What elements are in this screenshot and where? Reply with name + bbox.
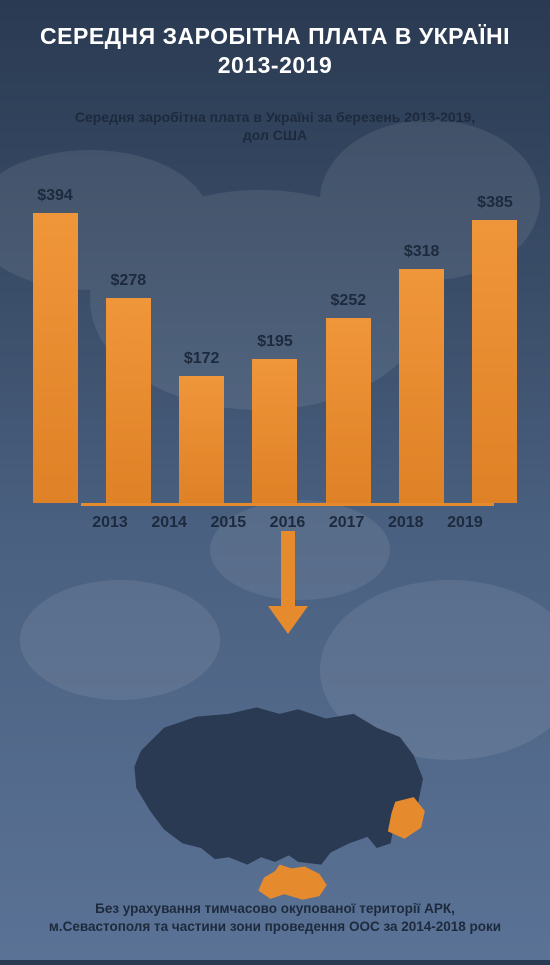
bar-column: $278 (103, 272, 153, 503)
bar-column: $195 (250, 333, 300, 503)
chart-subtitle: Середня заробітна плата в Україні за бер… (0, 108, 550, 146)
bar-rect (179, 376, 224, 503)
bar-value-label: $195 (257, 333, 293, 351)
bar-rect (33, 213, 78, 503)
bar-rect (106, 298, 151, 503)
bar-value-label: $172 (184, 350, 220, 368)
ukraine-map (90, 663, 460, 904)
bar-value-label: $318 (404, 243, 440, 261)
crimea-highlight (258, 865, 326, 900)
bar-column: $385 (470, 194, 520, 503)
x-axis-label: 2017 (322, 514, 372, 532)
bar-value-label: $385 (477, 194, 513, 212)
page-title: СЕРЕДНЯ ЗАРОБІТНА ПЛАТА В УКРАЇНІ2013-20… (20, 22, 530, 80)
arrow-down-icon (268, 531, 308, 634)
bar-rect (252, 359, 297, 503)
bar-column: $172 (177, 350, 227, 503)
x-axis-label: 2013 (85, 514, 135, 532)
footnote: Без урахування тимчасово окупованої тери… (0, 900, 550, 936)
bar-value-label: $252 (331, 292, 367, 310)
x-axis-label: 2016 (262, 514, 312, 532)
bar-column: $252 (323, 292, 373, 503)
bar-value-label: $394 (37, 187, 73, 205)
bar-column: $318 (397, 243, 447, 503)
bar-rect (399, 269, 444, 503)
bar-value-label: $278 (111, 272, 147, 290)
ukraine-shape (134, 708, 423, 865)
x-axis-label: 2014 (144, 514, 194, 532)
x-axis-label: 2018 (381, 514, 431, 532)
bar-rect (326, 318, 371, 503)
bar-column: $394 (30, 187, 80, 503)
bar-rect (472, 220, 517, 503)
x-axis-label: 2019 (440, 514, 490, 532)
header: СЕРЕДНЯ ЗАРОБІТНА ПЛАТА В УКРАЇНІ2013-20… (0, 0, 550, 90)
bar-chart: $394$278$172$195$252$318$385 20132014201… (26, 173, 524, 553)
x-axis: 2013 2014 2015 2016 2017 2018 2019 (81, 503, 494, 532)
x-axis-label: 2015 (203, 514, 253, 532)
